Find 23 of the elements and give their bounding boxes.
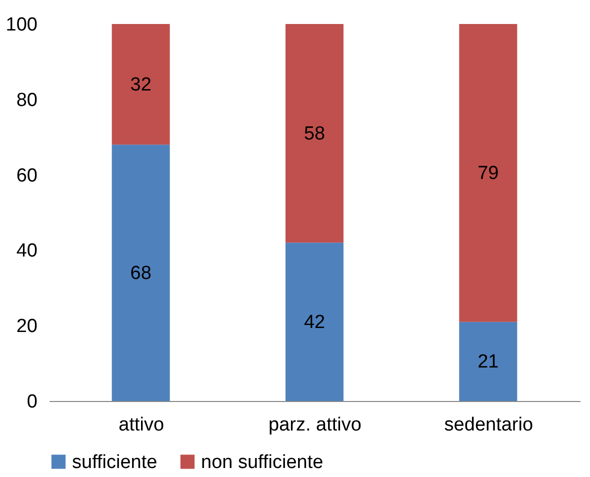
bar [286, 242, 344, 401]
bar [112, 144, 170, 401]
y-tick-label: 100 [6, 14, 38, 36]
y-tick-label: 40 [16, 240, 38, 262]
x-tick-label: parz. attivo [268, 414, 362, 436]
data-label: 68 [130, 262, 152, 284]
data-label: 21 [478, 351, 499, 372]
y-tick-label: 80 [16, 90, 38, 111]
data-label: 42 [304, 312, 326, 333]
x-tick-label: attivo [118, 414, 164, 436]
legend-label: non sufficiente [201, 452, 324, 473]
x-tick-label: sedentario [444, 414, 534, 436]
y-tick-label: 0 [26, 392, 38, 412]
data-label: 58 [304, 123, 326, 144]
data-label: 32 [130, 74, 152, 96]
bar [459, 24, 518, 322]
bar [286, 24, 344, 243]
data-label: 79 [478, 162, 499, 184]
bar [112, 24, 170, 145]
y-tick-label: 60 [16, 165, 38, 186]
legend-label: sufficiente [72, 452, 158, 473]
y-tick-label: 20 [16, 316, 38, 338]
bar [459, 322, 518, 401]
